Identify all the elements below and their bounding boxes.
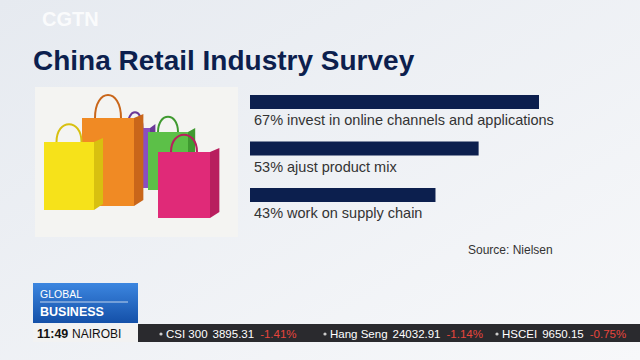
- page: CGTN China Retail Industry Survey 67%inves…: [0, 0, 640, 360]
- title: China Retail Industry Survey: [33, 45, 415, 76]
- clock-time: 11:49: [37, 327, 68, 341]
- bar-label: 43%work on supply chain: [254, 205, 422, 221]
- ticker-separator: [159, 332, 162, 335]
- program-box: [33, 283, 138, 323]
- data-labels: 67%invest in online channels and applica…: [254, 112, 554, 221]
- bag-side: [210, 148, 219, 218]
- value-label: 67%: [254, 112, 283, 128]
- value-label: 53%: [254, 159, 283, 175]
- bag-front: [158, 152, 210, 218]
- ticker-separator: [323, 332, 326, 335]
- background: [0, 0, 640, 360]
- ticker-change: -0.75%: [590, 328, 626, 340]
- bag-handle: [57, 124, 82, 142]
- bag-front: [44, 142, 94, 210]
- ticker-change: -1.14%: [447, 328, 483, 340]
- bar-label: 53%ajust product mix: [254, 159, 397, 175]
- program-line2: BUSINESS: [40, 305, 104, 319]
- category-label: work on supply chain: [286, 205, 422, 221]
- bar-label: 67%invest in online channels and applica…: [254, 112, 554, 128]
- category-label: ajust product mix: [287, 159, 397, 175]
- clock-city: NAIROBI: [72, 327, 121, 341]
- ticker-name: HSCEI: [502, 328, 537, 340]
- program-rule: [40, 302, 128, 303]
- bag-side: [134, 114, 143, 206]
- watermark: CGTN: [42, 8, 99, 30]
- bag-handle: [158, 117, 178, 132]
- category-label: invest in online channels and applicatio…: [287, 112, 554, 128]
- bag-yellow: [44, 124, 103, 210]
- value-label: 43%: [254, 205, 283, 221]
- picture: [35, 87, 238, 237]
- bag-handle: [95, 95, 121, 118]
- bar: [250, 188, 435, 202]
- ticker-value: 3895.31: [213, 328, 255, 340]
- ticker-name: Hang Seng: [330, 328, 388, 340]
- clock-box: [33, 324, 138, 342]
- bag-pink: [158, 135, 219, 218]
- bar: [250, 95, 539, 109]
- bar: [250, 142, 479, 156]
- picture-bg: [35, 87, 238, 237]
- ticker-name: CSI 300: [166, 328, 208, 340]
- bag-handle: [171, 135, 197, 152]
- program-line1: GLOBAL: [40, 288, 82, 300]
- source: Source: Nielsen: [468, 243, 553, 257]
- ticker-separator: [495, 332, 498, 335]
- ticker-change: -1.41%: [260, 328, 296, 340]
- ticker-value: 9650.15: [542, 328, 584, 340]
- ticker-bar: [138, 324, 640, 342]
- bag-side: [94, 138, 103, 210]
- ticker-value: 24032.91: [393, 328, 441, 340]
